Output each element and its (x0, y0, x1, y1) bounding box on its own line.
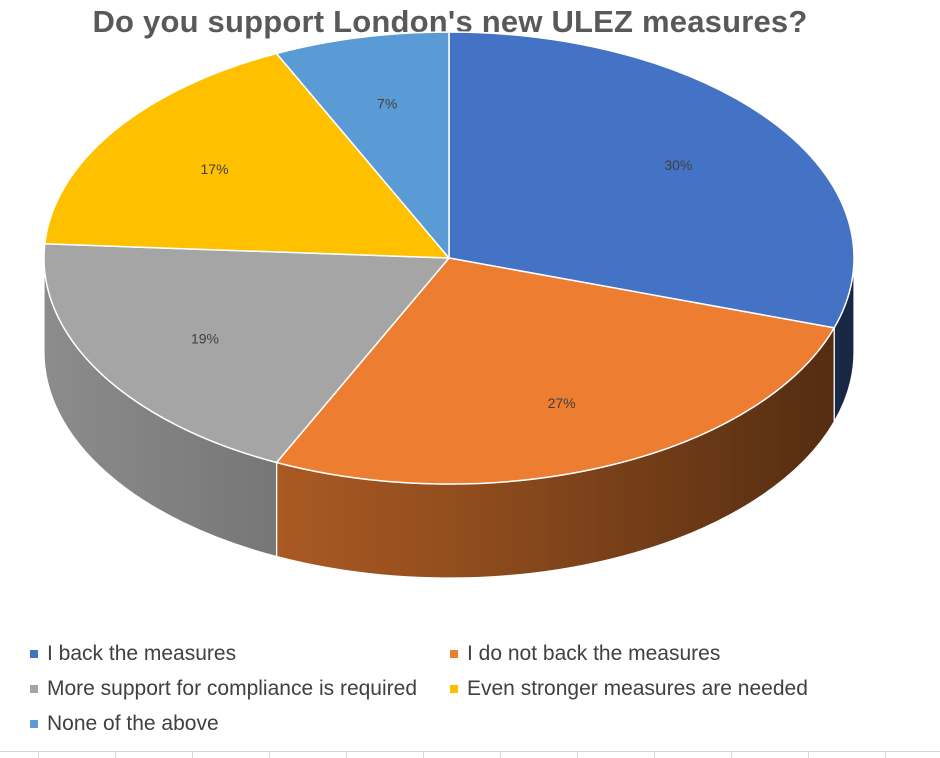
bottom-divider (0, 751, 940, 752)
legend-item-i-do-not-back-the-measures: I do not back the measures (450, 642, 890, 666)
bottom-divider-tick (115, 752, 116, 758)
slice-more-support-for-compliance-is-required (43, 243, 450, 464)
slice-none-of-the-above (275, 31, 450, 259)
legend-label: I back the measures (47, 642, 237, 665)
legend-swatch (450, 650, 458, 658)
bottom-divider-tick (808, 752, 809, 758)
data-label-none-of-the-above: 7% (377, 96, 397, 112)
bottom-divider-tick (500, 752, 501, 758)
legend-swatch (30, 685, 38, 693)
data-label-i-do-not-back-the-measures: 27% (548, 395, 576, 411)
legend-swatch (30, 650, 38, 658)
legend-item-more-support-for-compliance-is-required: More support for compliance is required (30, 677, 450, 701)
bottom-divider-tick (269, 752, 270, 758)
pie-chart: 30% 27% 19% 17% 7% (43, 31, 855, 579)
data-label-more-support-for-compliance-is-required: 19% (191, 331, 219, 347)
slice-i-do-not-back-the-measures (275, 257, 835, 485)
bottom-divider-tick (577, 752, 578, 758)
bottom-divider-tick (423, 752, 424, 758)
bottom-divider-tick (346, 752, 347, 758)
legend-item-even-stronger-measures-are-needed: Even stronger measures are needed (450, 677, 890, 701)
legend-label: I do not back the measures (467, 642, 721, 665)
legend-label: Even stronger measures are needed (467, 677, 808, 700)
data-label-even-stronger-measures-are-needed: 17% (201, 161, 229, 177)
bottom-divider-tick (731, 752, 732, 758)
bottom-divider-tick (38, 752, 39, 758)
legend-label: More support for compliance is required (47, 677, 418, 700)
legend-label: None of the above (47, 712, 219, 735)
slice-i-back-the-measures (448, 31, 855, 329)
legend-swatch (30, 720, 38, 728)
bottom-divider-tick (192, 752, 193, 758)
bottom-divider-tick (654, 752, 655, 758)
legend-item-i-back-the-measures: I back the measures (30, 642, 450, 666)
bottom-divider-tick (885, 752, 886, 758)
slice-even-stronger-measures-are-needed (44, 52, 450, 259)
legend: I back the measures I do not back the mea… (30, 642, 910, 736)
legend-item-none-of-the-above: None of the above (30, 712, 450, 736)
data-label-i-back-the-measures: 30% (664, 157, 692, 173)
legend-swatch (450, 685, 458, 693)
